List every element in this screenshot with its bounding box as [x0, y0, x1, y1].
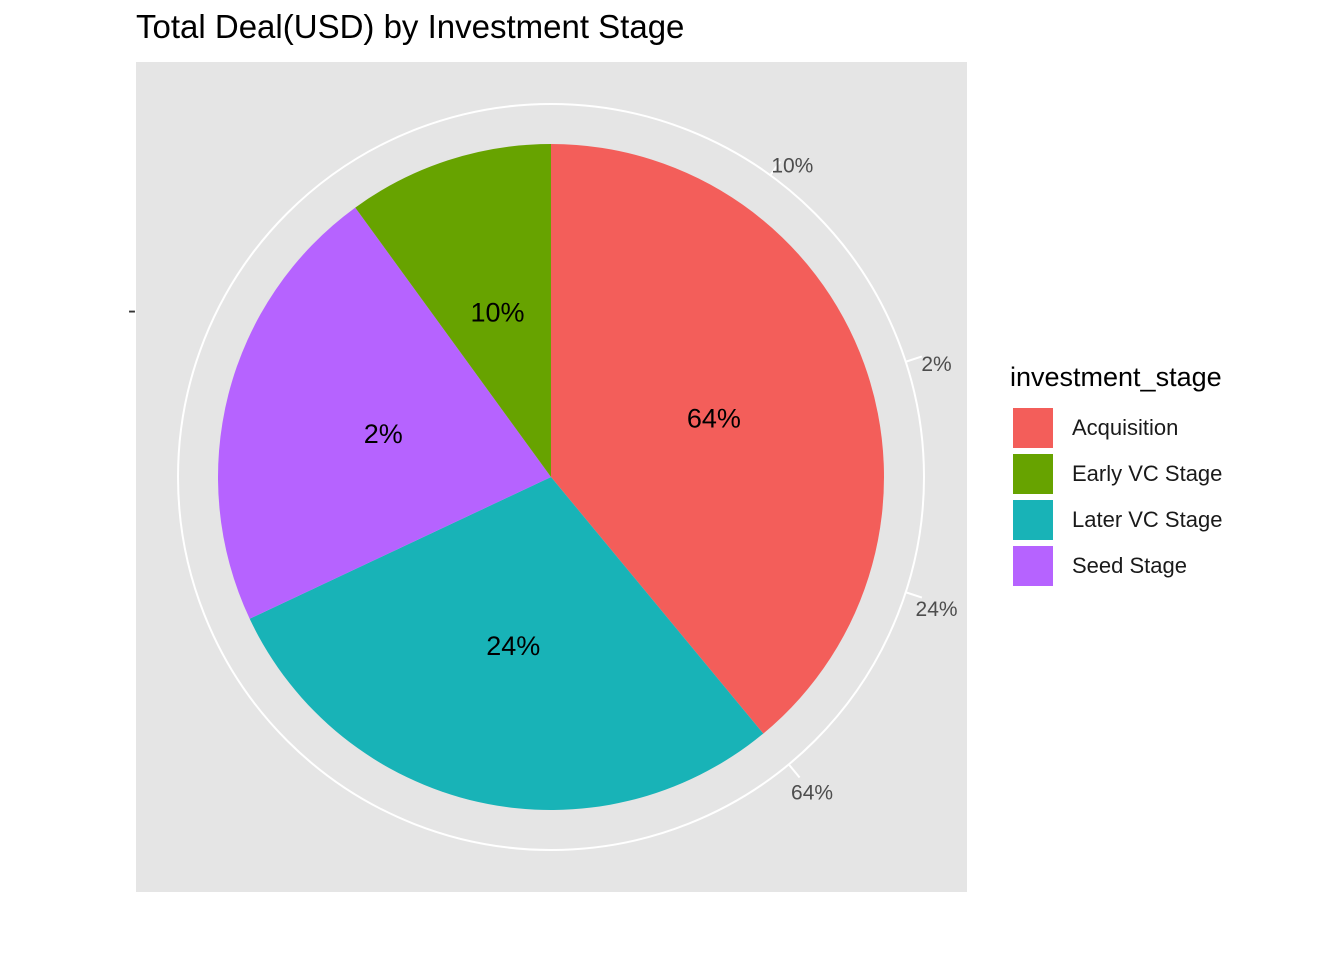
legend-label-early-vc-stage: Early VC Stage — [1072, 461, 1223, 486]
outer-tick-label: 10% — [771, 154, 813, 177]
outer-tick-mark — [769, 160, 782, 176]
chart-title: Total Deal(USD) by Investment Stage — [136, 8, 685, 45]
pie-slice-later-vc-stage — [249, 477, 764, 810]
legend-key-acquisition — [1012, 407, 1054, 449]
legend-label-acquisition: Acquisition — [1072, 415, 1179, 440]
outer-tick-label: 24% — [916, 598, 958, 621]
outer-ticks-group: 10% 2% 24% 64% — [769, 154, 958, 804]
slice-labels-group: 64% 24% 2% 10% — [364, 297, 741, 661]
y-axis-tick-label: - — [128, 297, 136, 324]
legend-items: Acquisition Early VC Stage Later VC Stage S… — [1010, 405, 1310, 589]
legend: investment_stage Acquisition Early VC Sta… — [1010, 362, 1310, 589]
legend-key-early-vc-stage — [1012, 453, 1054, 495]
outer-tick-mark — [905, 355, 923, 363]
slice-label-early-vc-stage: 10% — [470, 297, 524, 327]
outer-grid-circle — [177, 103, 925, 851]
legend-item-later-vc-stage: Later VC Stage — [1010, 497, 1310, 543]
pie-slice-early-vc-stage — [355, 144, 551, 477]
slice-label-seed-stage: 2% — [364, 419, 403, 449]
slice-label-acquisition: 64% — [687, 403, 741, 433]
outer-tick-mark — [905, 591, 923, 599]
legend-item-acquisition: Acquisition — [1010, 405, 1310, 451]
slices-group — [218, 144, 885, 810]
slice-label-later-vc-stage: 24% — [486, 631, 540, 661]
outer-tick-label: 2% — [921, 353, 951, 376]
legend-label-seed-stage: Seed Stage — [1072, 553, 1187, 578]
legend-title: investment_stage — [1010, 362, 1222, 392]
legend-item-seed-stage: Seed Stage — [1010, 543, 1310, 589]
outer-tick-label: 64% — [791, 781, 833, 804]
outer-tick-mark — [787, 763, 801, 779]
pie-slice-seed-stage — [218, 207, 552, 619]
legend-key-later-vc-stage — [1012, 499, 1054, 541]
legend-label-later-vc-stage: Later VC Stage — [1072, 507, 1223, 532]
pie-slice-acquisition — [551, 144, 885, 734]
legend-key-seed-stage — [1012, 545, 1054, 587]
legend-item-early-vc-stage: Early VC Stage — [1010, 451, 1310, 497]
